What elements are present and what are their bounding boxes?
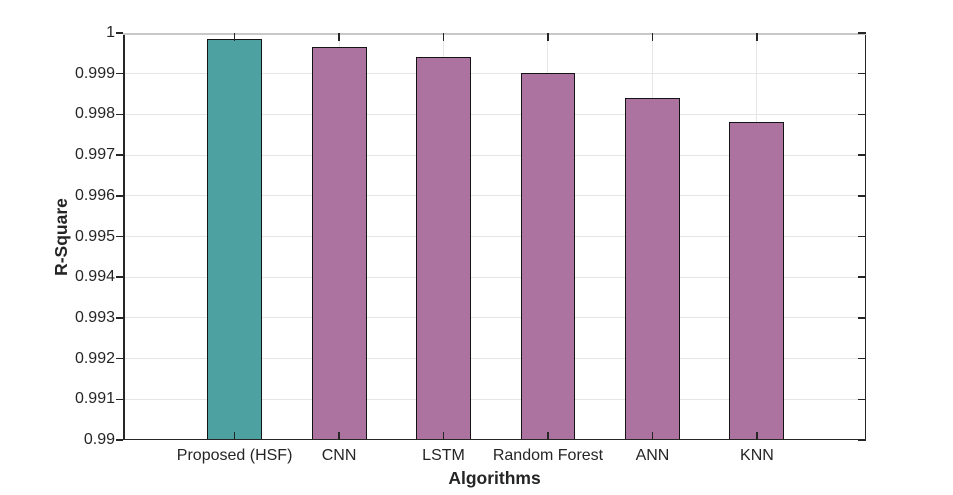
y-tick-mark-right xyxy=(858,235,866,238)
y-tick-mark xyxy=(116,195,123,197)
y-tick-mark xyxy=(116,276,123,278)
y-grid-line xyxy=(123,317,866,319)
y-grid-line xyxy=(123,195,866,197)
x-tick-mark-top xyxy=(547,33,549,41)
top-box-line xyxy=(123,33,866,35)
y-tick-mark-right xyxy=(858,195,866,197)
y-tick-mark xyxy=(116,235,123,238)
y-tick-mark xyxy=(116,357,123,360)
y-tick-mark-right xyxy=(858,439,866,441)
x-tick-mark xyxy=(442,432,445,440)
y-tick-label: 0.99 xyxy=(83,431,115,448)
x-tick-mark xyxy=(547,432,549,440)
y-tick-label: 1 xyxy=(106,24,115,41)
y-tick-label: 0.997 xyxy=(74,146,115,164)
x-tick-label: CNN xyxy=(321,447,357,464)
x-tick-label: KNN xyxy=(740,447,774,464)
y-tick-mark-right xyxy=(858,32,866,34)
y-grid-line xyxy=(123,236,866,237)
y-tick-mark xyxy=(116,439,123,441)
y-grid-line xyxy=(123,154,866,156)
y-grid-line xyxy=(123,358,866,360)
x-axis-label: Algorithms xyxy=(448,468,541,488)
y-tick-mark-right xyxy=(858,154,866,156)
x-tick-mark-top xyxy=(233,33,236,41)
y-tick-mark-right xyxy=(858,317,866,319)
x-tick-label: Random Forest xyxy=(492,447,604,464)
y-tick-label: 0.995 xyxy=(74,227,115,245)
y-tick-mark xyxy=(116,398,123,401)
y-tick-mark-right xyxy=(858,276,866,278)
y-tick-label: 0.999 xyxy=(74,64,115,82)
y-tick-label: 0.994 xyxy=(74,268,115,286)
y-tick-label: 0.993 xyxy=(74,308,115,326)
bar-proposed-hsf xyxy=(207,39,263,440)
bar-knn xyxy=(729,122,785,440)
y-tick-mark-right xyxy=(858,398,866,401)
y-tick-mark xyxy=(116,154,123,156)
axis-layer xyxy=(116,32,866,441)
y-tick-label: 0.991 xyxy=(74,390,115,408)
x-tick-label: LSTM xyxy=(422,447,465,464)
x-tick-mark-top xyxy=(651,33,654,41)
y-tick-label: 0.998 xyxy=(74,105,115,123)
y-grid-line xyxy=(123,276,866,278)
x-tick-label: Proposed (HSF) xyxy=(176,447,293,464)
y-grid-line xyxy=(123,73,866,75)
x-tick-mark-top xyxy=(338,33,340,41)
y-tick-mark xyxy=(116,317,123,319)
y-tick-mark-right xyxy=(858,113,866,116)
y-grid-line xyxy=(123,398,866,400)
x-tick-mark-top xyxy=(442,33,445,41)
bar-cnn xyxy=(311,46,367,440)
y-tick-label: 0.992 xyxy=(74,349,115,367)
x-tick-mark-top xyxy=(756,33,758,41)
bar-ann xyxy=(624,98,680,440)
x-tick-label: ANN xyxy=(635,447,670,464)
x-axis-line xyxy=(123,438,866,440)
bars-layer xyxy=(123,33,866,440)
x-tick-mark xyxy=(651,432,654,440)
y-tick-mark-right xyxy=(858,72,866,75)
bar-lstm xyxy=(416,57,471,440)
bar-random-forest xyxy=(520,72,576,440)
y-tick-mark xyxy=(116,113,123,116)
x-tick-mark xyxy=(338,432,340,440)
y-tick-mark xyxy=(116,72,123,75)
y-tick-label: 0.996 xyxy=(74,186,115,204)
y-tick-mark-right xyxy=(858,357,866,360)
plot-area xyxy=(116,32,866,441)
x-tick-mark xyxy=(233,432,236,440)
y-tick-mark xyxy=(116,32,123,34)
y-axis-line xyxy=(123,33,125,440)
x-tick-mark xyxy=(756,432,758,440)
y-grid-line xyxy=(123,113,866,115)
